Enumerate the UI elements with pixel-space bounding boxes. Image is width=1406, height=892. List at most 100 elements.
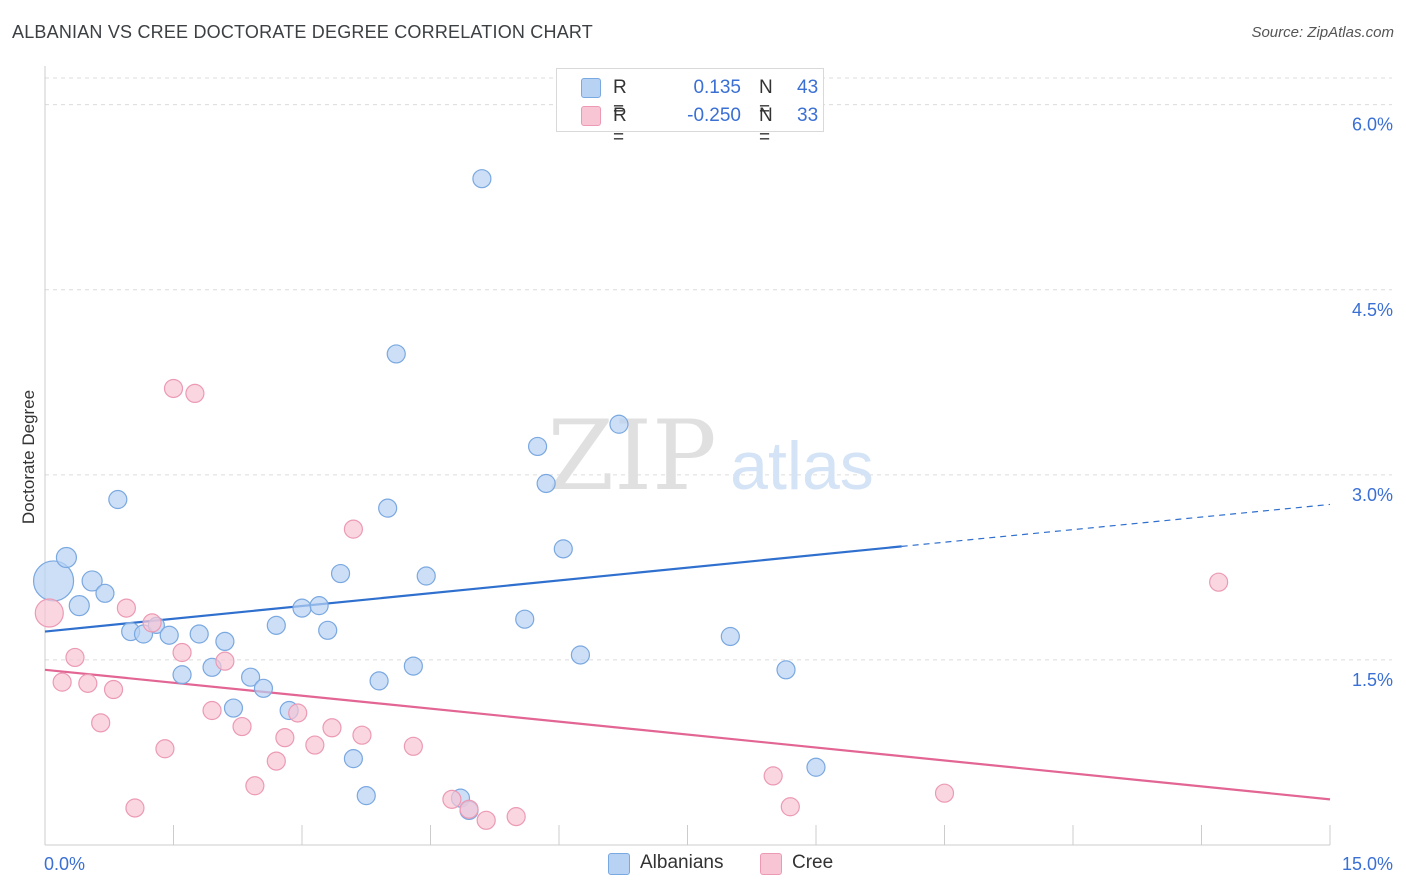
x-tick-label: 0.0% [44,854,85,874]
y-axis-label: Doctorate Degree [19,390,38,524]
albanians-point [356,786,376,806]
cree-point [343,519,363,539]
cree-point [103,679,124,700]
legend-r-label: R = [613,77,627,120]
legend-n-value: 33 [797,105,819,126]
cree-point [1209,572,1229,592]
albanians-trend-line [44,545,902,633]
albanians-point [108,489,128,510]
albanians-point [55,546,78,569]
albanians-point [241,667,261,687]
cree-point [403,736,423,756]
albanians-point [515,609,535,629]
albanians-point [68,595,90,617]
albanians-point [378,498,398,518]
cree-point [65,647,85,668]
y-tick-label: 4.5% [1352,300,1393,320]
albanians-point [215,631,235,652]
albanians-point [553,539,573,559]
cree-point [352,725,372,745]
albanians-point [81,570,103,592]
watermark-zip: ZIP [547,400,716,512]
cree-point [91,713,111,733]
albanians-point [266,615,286,635]
cree-point [185,383,205,404]
cree-point [275,728,295,748]
cree-point [476,810,496,830]
albanians-point [223,698,244,718]
albanians-trend-extension [901,503,1331,548]
cree-point [232,716,252,737]
watermark: ZIP atlas [547,400,873,512]
y-tick-label: 3.0% [1352,485,1393,505]
albanians-point [172,665,192,685]
cree-point [288,703,308,723]
cree-point [163,378,184,399]
legend-r-value: -0.250 [687,105,741,126]
albanians-point [309,596,329,616]
cree-point [52,672,72,692]
y-tick-label: 6.0% [1352,115,1393,135]
cree-swatch [760,853,782,875]
cree-point [322,718,342,738]
legend-box: R = 0.135 N = 43 R = -0.250 N = 33 [556,68,824,148]
albanians-point [318,620,338,640]
albanians-point [570,645,591,665]
cree-point [155,739,175,759]
albanians-point [776,660,796,680]
cree-point [125,798,145,818]
albanians-point [416,566,436,586]
albanians-point [609,414,629,434]
albanians-swatch [581,78,601,98]
legend-n-label: N = [759,105,773,148]
albanians-point [403,656,423,676]
cree-point [459,799,479,819]
cree-point [305,735,325,755]
bottom-legend: Albanians Cree [0,852,1406,876]
cree-point [780,797,800,817]
cree-point [202,700,222,721]
legend-r-value: 0.135 [693,77,741,98]
y-tick-label: 1.5% [1352,670,1393,690]
source-note: Source: ZipAtlas.com [1251,24,1394,41]
cree-point [142,613,162,633]
cree-point [215,651,235,671]
cree-point [442,789,462,809]
albanians-point [330,563,351,584]
cree-point [172,642,192,663]
x-tick-label: 15.0% [1342,854,1393,874]
tick-labels: 1.5% 3.0% 4.5% 6.0% 0.0% 15.0% [44,115,1393,874]
watermark-atlas: atlas [730,428,874,504]
bottom-legend-label: Albanians [640,852,724,873]
albanians-point [536,473,556,494]
albanians-point [472,169,492,189]
cree-swatch [581,106,601,126]
cree-point [266,751,286,771]
cree-point [763,766,783,786]
legend-r-label: R = [613,105,627,148]
grid-lines [45,77,1392,661]
albanians-point [369,671,389,691]
cree-point [116,598,136,618]
bottom-legend-label: Cree [792,852,834,873]
albanians-point [386,344,406,364]
albanians-point [253,678,274,698]
legend-n-label: N = [759,77,773,120]
albanians-point [527,436,548,457]
albanians-point [343,749,363,769]
legend-n-value: 43 [797,77,819,98]
albanians-point [806,757,826,777]
data-points [32,169,1229,830]
chart-title: ALBANIAN VS CREE DOCTORATE DEGREE CORREL… [12,22,593,42]
albanians-point [95,583,115,603]
cree-point [34,598,64,628]
albanians-swatch [608,853,630,875]
albanians-point [720,626,740,647]
cree-point [78,673,98,693]
albanians-point [189,624,209,644]
trend-lines [44,503,1331,801]
axes [44,66,1331,846]
albanians-point [292,598,312,618]
albanians-point [159,625,179,645]
